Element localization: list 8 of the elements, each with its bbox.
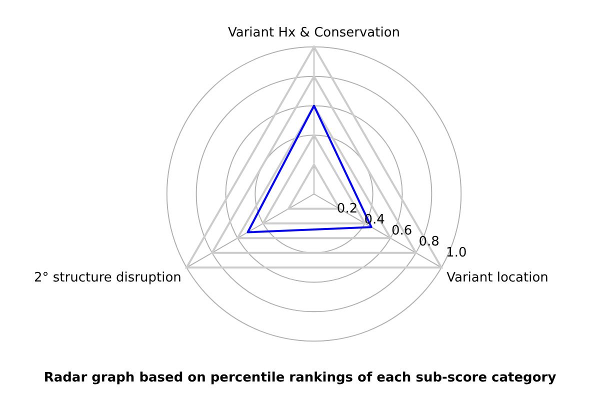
y-tick-label: 0.2 <box>336 201 358 216</box>
y-tick-label: 0.8 <box>418 234 440 250</box>
text: Radar graph based on percentile rankings of each sub-score category <box>44 370 557 386</box>
y-tick-label: 1.0 <box>446 245 467 260</box>
spoke-label: Variant Hx & Conservation <box>228 25 400 40</box>
spoke-label: 2° structure disruption <box>34 270 182 286</box>
spoke-label: Variant location <box>446 270 548 286</box>
y-tick-label: 0.6 <box>391 223 412 238</box>
